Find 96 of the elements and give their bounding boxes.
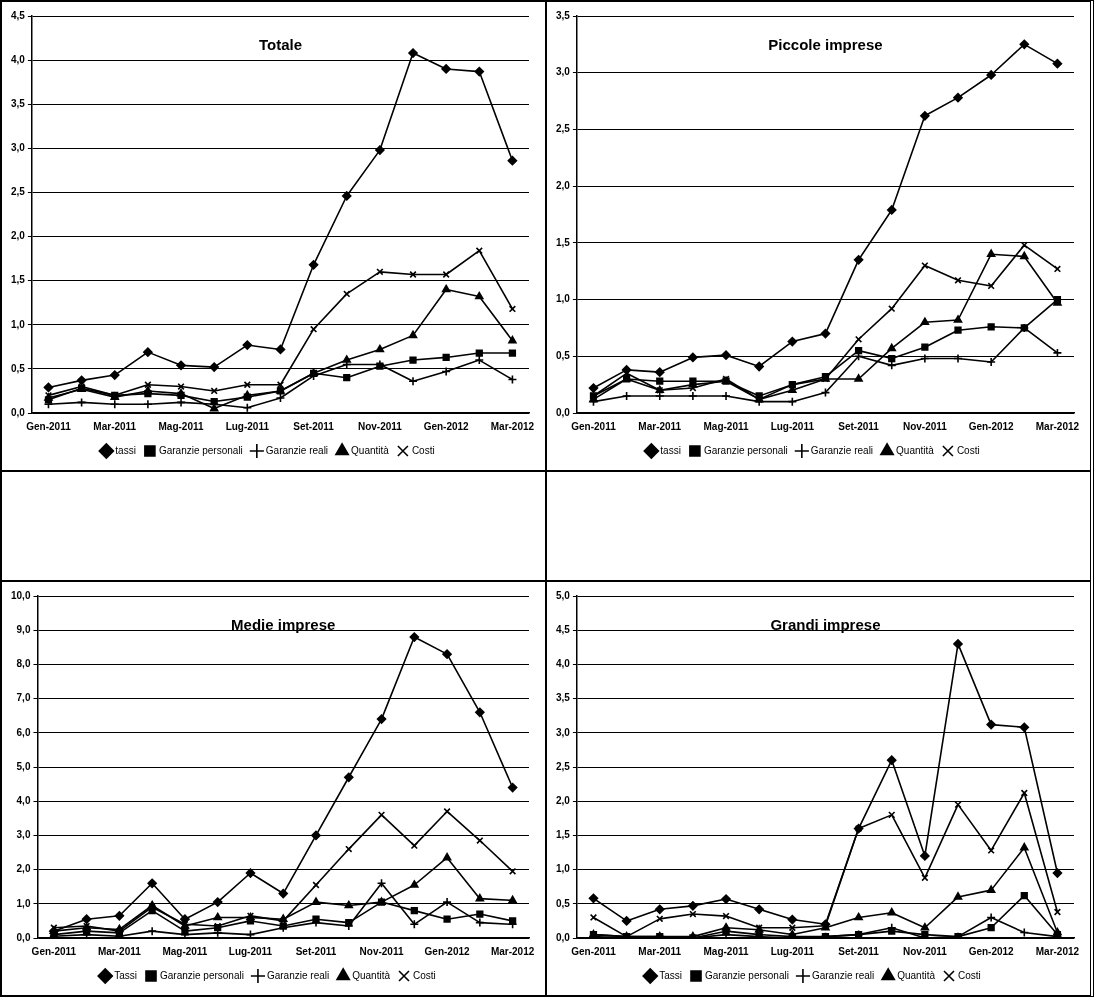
legend-label: Costi <box>957 969 981 981</box>
x-tick-label: Gen-2011 <box>571 945 617 957</box>
y-tick-label: 8,0 <box>16 658 31 670</box>
y-tick-label: 1,5 <box>556 236 571 248</box>
y-tick-label: 1,5 <box>556 829 571 841</box>
legend-label: Costi <box>956 444 980 456</box>
legend-label: Garanzie personali <box>703 444 788 456</box>
x-tick-label: Nov-2011 <box>902 420 948 432</box>
y-tick-label: 2,5 <box>556 123 571 135</box>
x-tick-label: Set-2011 <box>838 945 880 957</box>
x-tick-label: Mar-2011 <box>638 420 682 432</box>
legend-label: Garanzie reali <box>266 969 330 981</box>
y-tick-label: 2,5 <box>556 760 571 772</box>
y-tick-label: 10,0 <box>10 589 31 601</box>
y-tick-label: 3,5 <box>556 9 571 21</box>
x-tick-label: Gen-2011 <box>31 945 77 957</box>
legend-label: Costi <box>412 969 436 981</box>
x-tick-label: Set-2011 <box>293 420 335 432</box>
y-tick-label: 0,0 <box>16 931 31 943</box>
y-tick-label: 5,0 <box>16 760 31 772</box>
y-tick-label: 4,0 <box>556 658 571 670</box>
legend-label: Garanzie personali <box>160 969 244 981</box>
legend-label: tassi <box>115 444 136 456</box>
legend-label: Garanzie reali <box>265 444 329 456</box>
legend-label: Quantità <box>352 969 391 981</box>
x-tick-label: Mar-2012 <box>1035 945 1080 957</box>
y-tick-label: 0,0 <box>556 406 571 418</box>
y-tick-label: 3,5 <box>556 692 571 704</box>
y-tick-label: 7,0 <box>16 692 31 704</box>
y-tick-label: 0,0 <box>556 931 571 943</box>
y-tick-label: 4,0 <box>11 53 26 65</box>
x-tick-label: Lug-2011 <box>770 945 815 957</box>
y-tick-label: 3,0 <box>556 66 571 78</box>
x-tick-label: Mar-2011 <box>638 945 682 957</box>
y-tick-label: 2,0 <box>16 863 31 875</box>
legend-label: tassi <box>660 444 681 456</box>
y-tick-label: 3,5 <box>11 97 26 109</box>
text: Piccole imprese <box>768 35 883 53</box>
y-tick-label: 1,0 <box>16 897 31 909</box>
y-tick-label: 0,0 <box>11 406 26 418</box>
x-tick-label: Lug-2011 <box>225 420 270 432</box>
y-tick-label: 3,0 <box>556 726 571 738</box>
legend-label: Garanzie personali <box>705 969 789 981</box>
x-tick-label: Lug-2011 <box>770 420 815 432</box>
x-tick-label: Nov-2011 <box>359 945 404 957</box>
x-tick-label: Lug-2011 <box>228 945 273 957</box>
y-tick-label: 1,0 <box>556 293 571 305</box>
x-tick-label: Mag-2011 <box>703 420 749 432</box>
legend-label: Quantità <box>351 444 390 456</box>
y-tick-label: 2,0 <box>556 179 571 191</box>
y-tick-label: 2,0 <box>556 794 571 806</box>
x-tick-label: Mag-2011 <box>162 945 208 957</box>
x-tick-label: Set-2011 <box>295 945 337 957</box>
y-tick-label: 9,0 <box>16 623 31 635</box>
legend-label: Garanzie reali <box>810 444 874 456</box>
x-tick-label: Mar-2011 <box>97 945 142 957</box>
text: Totale <box>258 35 302 53</box>
y-tick-label: 6,0 <box>16 726 31 738</box>
y-tick-label: 1,5 <box>11 274 26 286</box>
y-tick-label: 0,5 <box>11 362 26 374</box>
legend-label: Garanzie personali <box>158 444 243 456</box>
x-tick-label: Nov-2011 <box>357 420 403 432</box>
legend-label: Tassi <box>659 969 683 981</box>
y-tick-label: 2,5 <box>11 186 26 198</box>
y-tick-label: 0,5 <box>556 897 571 909</box>
y-tick-label: 2,0 <box>11 230 26 242</box>
x-tick-label: Mar-2012 <box>490 420 535 432</box>
x-tick-label: Set-2011 <box>838 420 880 432</box>
legend-label: Quantità <box>897 969 936 981</box>
x-tick-label: Mar-2012 <box>490 945 535 957</box>
x-tick-label: Gen-2011 <box>26 420 72 432</box>
x-tick-label: Gen-2012 <box>424 945 471 957</box>
x-tick-label: Mag-2011 <box>703 945 749 957</box>
y-tick-label: 4,5 <box>556 623 571 635</box>
y-tick-label: 5,0 <box>556 589 571 601</box>
x-tick-label: Mag-2011 <box>158 420 204 432</box>
text: Medie imprese <box>231 615 336 633</box>
x-tick-label: Gen-2012 <box>968 945 1015 957</box>
y-tick-label: 3,0 <box>16 829 31 841</box>
legend-label: Garanzie reali <box>811 969 875 981</box>
y-tick-label: 4,0 <box>16 794 31 806</box>
text: Grandi imprese <box>770 615 881 633</box>
y-tick-label: 4,5 <box>11 9 26 21</box>
legend-label: Costi <box>411 444 435 456</box>
x-tick-label: Nov-2011 <box>902 945 948 957</box>
legend-label: Quantità <box>896 444 935 456</box>
x-tick-label: Gen-2011 <box>571 420 617 432</box>
y-tick-label: 3,0 <box>11 142 26 154</box>
y-tick-label: 0,5 <box>556 350 571 362</box>
legend-label: Tassi <box>114 969 138 981</box>
x-tick-label: Mar-2012 <box>1035 420 1080 432</box>
y-tick-label: 1,0 <box>11 318 26 330</box>
y-tick-label: 1,0 <box>556 863 571 875</box>
x-tick-label: Gen-2012 <box>968 420 1015 432</box>
x-tick-label: Gen-2012 <box>423 420 470 432</box>
x-tick-label: Mar-2011 <box>93 420 137 432</box>
